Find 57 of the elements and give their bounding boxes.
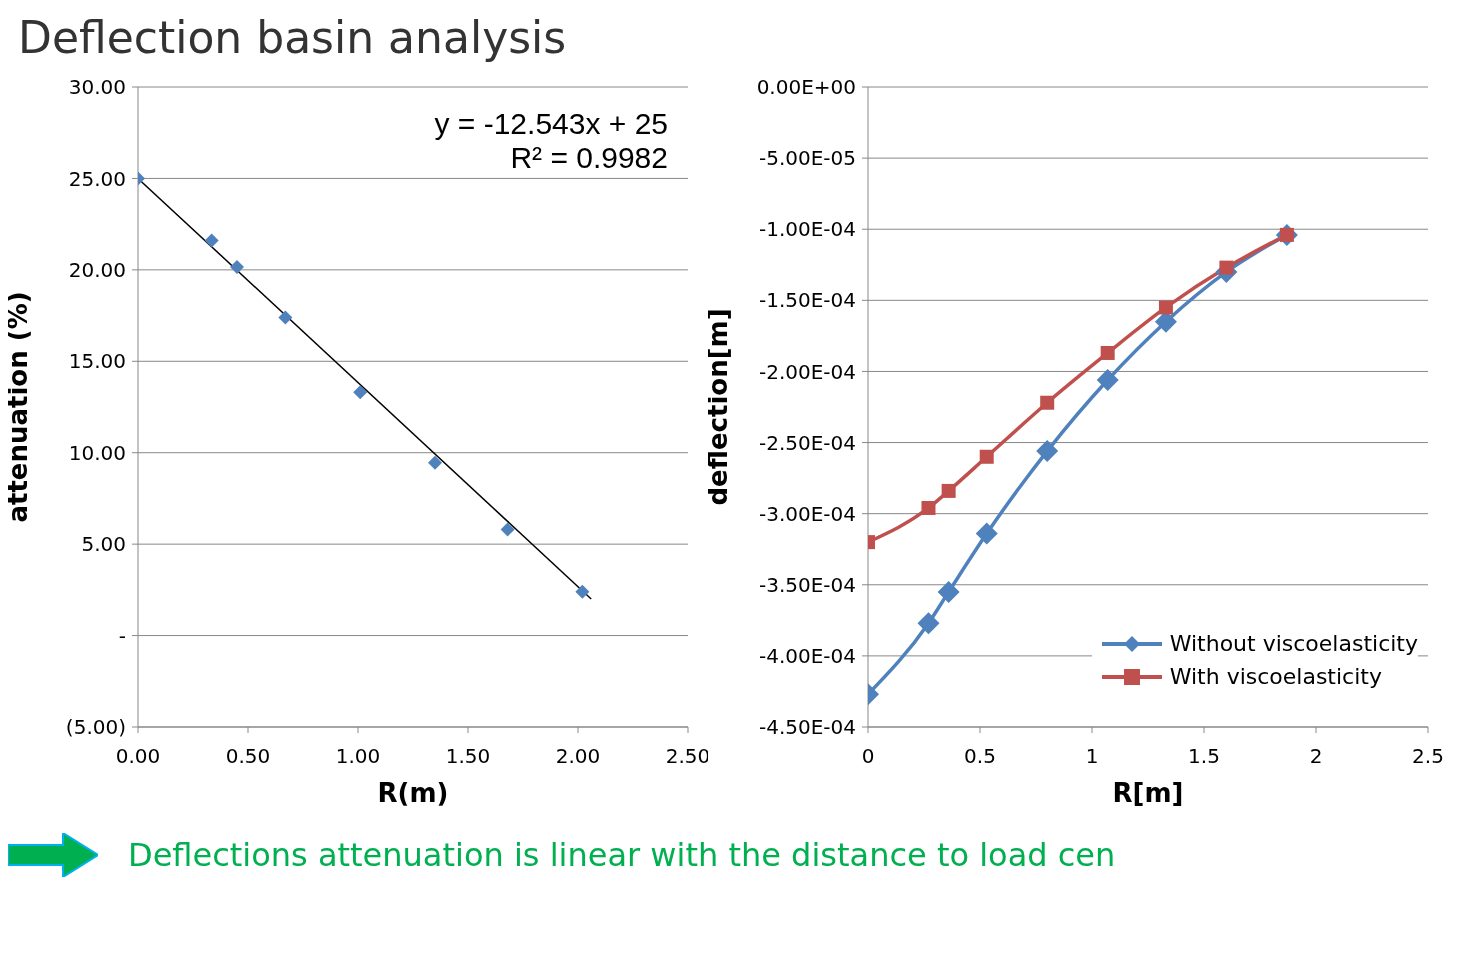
point <box>428 455 442 470</box>
x-tick-label: 1.5 <box>1188 744 1220 769</box>
y-tick-label: -3.50E-04 <box>758 572 856 597</box>
y-tick-label: -2.00E-04 <box>758 359 856 384</box>
y-tick-label: (5.00) <box>65 715 126 740</box>
y-tick-label: -3.00E-04 <box>758 501 856 526</box>
point <box>1036 440 1059 463</box>
point <box>917 612 940 635</box>
y-tick-label: -5.00E-05 <box>758 146 856 171</box>
x-tick-label: 0.50 <box>225 744 271 769</box>
point <box>941 483 956 498</box>
x-tick-label: 1.50 <box>445 744 491 769</box>
point <box>979 449 994 464</box>
x-tick-label: 2.5 <box>1412 744 1444 769</box>
y-tick-label: -1.50E-04 <box>758 288 856 313</box>
x-axis-title: R(m) <box>377 778 449 808</box>
y-tick-label: -4.00E-04 <box>758 643 856 668</box>
point <box>575 584 590 599</box>
text: Deflections attenuation is linear with the distance to load cen <box>128 836 1116 874</box>
point <box>921 500 936 515</box>
point <box>975 522 998 545</box>
y-tick-label: -1.00E-04 <box>758 217 856 242</box>
x-tick-label: 1.00 <box>335 744 381 769</box>
x-axis-title: R[m] <box>1112 778 1184 808</box>
legend-label: With viscoelasticity <box>1169 664 1382 689</box>
y-tick-label: 30.00 <box>68 75 126 100</box>
point <box>1040 395 1055 410</box>
x-tick-label: 2 <box>1309 744 1323 769</box>
y-axis-title: attenuation (%) <box>3 291 34 523</box>
x-tick-label: 0.5 <box>964 744 996 769</box>
legend-label: Without viscoelasticity <box>1169 631 1418 656</box>
annotation: y = -12.543x + 25 <box>434 107 668 141</box>
x-tick-label: 1 <box>1085 744 1099 769</box>
point <box>1100 345 1115 360</box>
y-tick-label: 15.00 <box>68 349 126 374</box>
y-tick-label: -2.50E-04 <box>758 430 856 455</box>
point <box>1096 368 1119 391</box>
annotation: R² = 0.9982 <box>509 141 668 175</box>
y-tick-label: 10.00 <box>68 440 126 465</box>
point <box>500 522 515 537</box>
point <box>353 385 368 400</box>
y-tick-label: 5.00 <box>81 532 126 557</box>
y-tick-label: 25.00 <box>68 166 126 191</box>
y-tick-label: 20.00 <box>68 257 126 282</box>
y-tick-label: 0.00E+00 <box>756 75 856 100</box>
y-tick-label: - <box>118 623 126 648</box>
point <box>937 580 960 603</box>
x-tick-label: 2.00 <box>555 744 601 769</box>
x-tick-label: 0.00 <box>115 744 161 769</box>
chart-title: Deflection basin analysis <box>17 11 568 65</box>
point <box>230 260 244 275</box>
y-axis-title: deflection[m] <box>703 308 734 506</box>
point <box>204 233 219 248</box>
y-tick-label: -4.50E-04 <box>758 715 856 740</box>
point <box>1158 300 1173 315</box>
x-tick-label: 0 <box>861 744 875 769</box>
point <box>278 310 293 325</box>
